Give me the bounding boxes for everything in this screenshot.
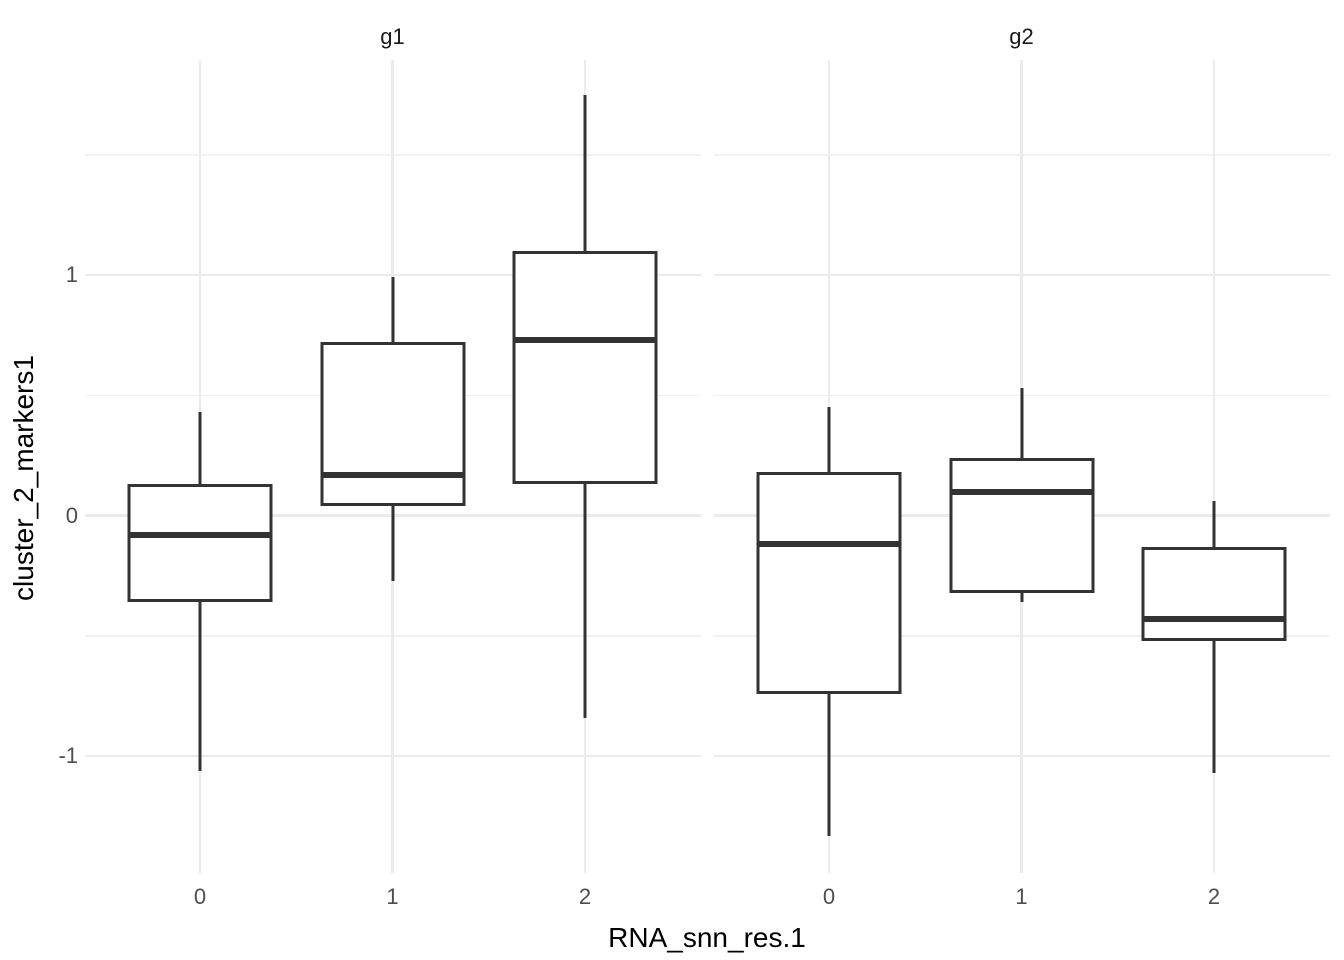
- boxplot-median-line: [127, 531, 273, 538]
- boxplot-box: [756, 472, 902, 694]
- boxplot-median-line: [756, 541, 902, 548]
- boxplot-box: [127, 484, 273, 603]
- facet-strip-label: g2: [1009, 24, 1034, 49]
- boxplot-median-line: [320, 471, 465, 478]
- boxplot-median-line: [512, 337, 658, 343]
- x-axis-tick-label: 0: [822, 884, 836, 909]
- boxplot-box: [320, 342, 465, 506]
- boxplot-box: [1141, 546, 1287, 641]
- boxplot-median-line: [1141, 616, 1287, 623]
- y-axis-tick-label: 1: [65, 262, 78, 288]
- x-axis-tick-label: 2: [1207, 884, 1221, 909]
- x-axis-tick-label: 1: [1015, 884, 1028, 909]
- x-axis-tick-label: 0: [193, 884, 207, 909]
- x-axis-tick-label: 1: [386, 884, 399, 909]
- boxplot-median-line: [949, 488, 1094, 495]
- facet-strip-label: g1: [380, 24, 405, 49]
- boxplot-box: [949, 457, 1094, 593]
- y-axis-tick-label: -1: [58, 743, 78, 769]
- y-axis-tick-label: 0: [65, 502, 78, 528]
- gridline-vertical-major: [1212, 60, 1216, 873]
- boxplot-box: [512, 251, 658, 485]
- x-axis-tick-label: 2: [578, 884, 592, 909]
- x-axis-title: RNA_snn_res.1: [608, 922, 806, 953]
- y-axis-title: cluster_2_markers1: [8, 355, 39, 601]
